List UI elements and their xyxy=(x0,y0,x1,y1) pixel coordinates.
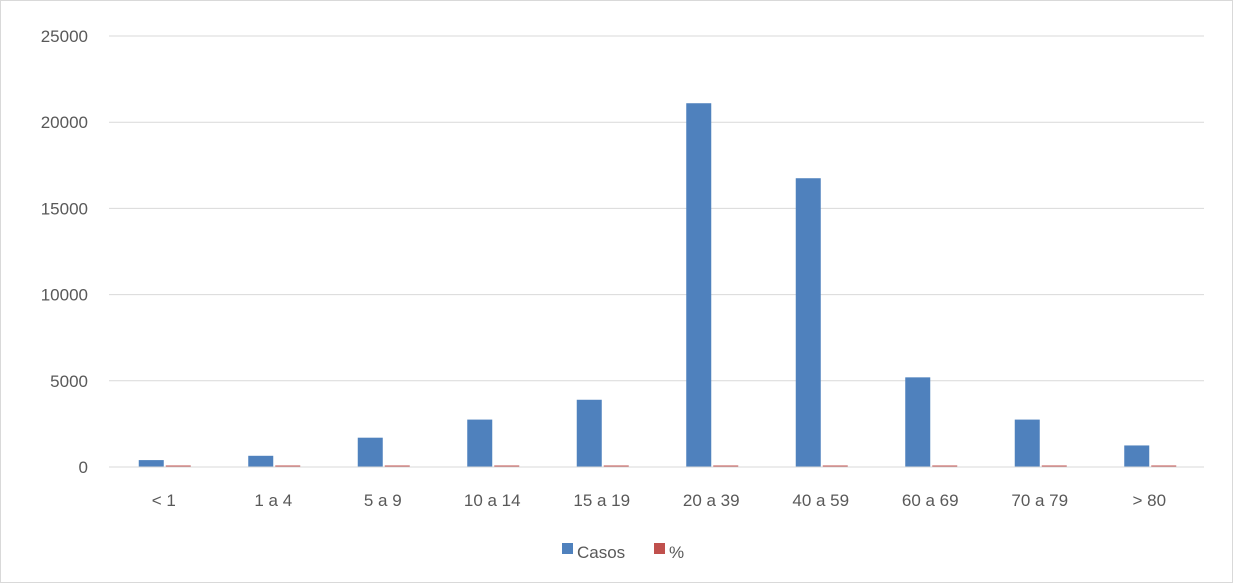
bar-casos xyxy=(357,437,383,467)
legend-label: Casos xyxy=(577,543,625,562)
bar-percent xyxy=(165,465,191,467)
bar-casos xyxy=(1124,445,1150,467)
x-tick-label: 10 a 14 xyxy=(464,491,521,510)
bar-percent xyxy=(713,465,739,467)
x-tick-label: 70 a 79 xyxy=(1011,491,1068,510)
bar-percent xyxy=(603,465,629,467)
x-tick-label: < 1 xyxy=(152,491,176,510)
bar-percent xyxy=(932,465,958,467)
gridlines xyxy=(109,35,1204,382)
bar-casos xyxy=(795,178,821,468)
y-tick-label: 20000 xyxy=(41,113,88,132)
bar-casos xyxy=(576,399,602,467)
bar-casos xyxy=(905,377,931,467)
x-tick-label: 20 a 39 xyxy=(683,491,740,510)
bar-casos xyxy=(1014,419,1040,467)
legend-label: % xyxy=(669,543,684,562)
bar-casos xyxy=(467,419,493,467)
y-tick-label: 25000 xyxy=(41,27,88,46)
y-tick-label: 15000 xyxy=(41,199,88,218)
bar-casos xyxy=(248,455,274,467)
y-tick-label: 0 xyxy=(79,458,88,477)
bar-percent xyxy=(384,465,410,467)
bar-percent xyxy=(822,465,848,467)
x-tick-label: 60 a 69 xyxy=(902,491,959,510)
bar-percent xyxy=(275,465,301,467)
bars xyxy=(138,103,1177,468)
y-axis-ticks: 0 5000 10000 15000 20000 25000 xyxy=(41,27,88,477)
bar-percent xyxy=(494,465,520,467)
x-tick-label: 5 a 9 xyxy=(364,491,402,510)
x-tick-label: > 80 xyxy=(1132,491,1166,510)
bar-casos xyxy=(686,103,712,468)
x-tick-label: 15 a 19 xyxy=(573,491,630,510)
bar-percent xyxy=(1151,465,1177,467)
bar-percent xyxy=(1041,465,1067,467)
x-axis-ticks: < 1 1 a 4 5 a 9 10 a 14 15 a 19 20 a 39 40 a 5… xyxy=(152,491,1166,510)
legend-swatch-percent xyxy=(654,543,665,554)
x-tick-label: 40 a 59 xyxy=(792,491,849,510)
bar-casos xyxy=(138,460,164,467)
legend-swatch-casos xyxy=(562,543,573,554)
y-tick-label: 5000 xyxy=(50,372,88,391)
x-tick-label: 1 a 4 xyxy=(254,491,292,510)
y-tick-label: 10000 xyxy=(41,286,88,305)
legend: Casos% xyxy=(562,543,684,562)
